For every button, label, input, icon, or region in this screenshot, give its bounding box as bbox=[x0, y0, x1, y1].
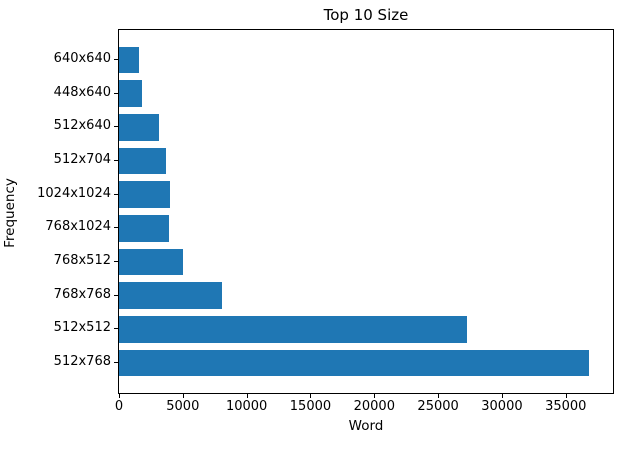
x-tick-mark bbox=[565, 394, 567, 398]
bar-512x640 bbox=[119, 113, 159, 141]
x-tick-mark bbox=[182, 394, 184, 398]
y-tick-label: 1024x1024 bbox=[37, 185, 111, 201]
bar-448x640 bbox=[119, 80, 142, 108]
y-tick-mark bbox=[114, 261, 118, 262]
bar-512x704 bbox=[119, 147, 167, 175]
x-tick-mark bbox=[310, 394, 312, 398]
x-tick-label: 25000 bbox=[417, 399, 459, 414]
y-tick-mark bbox=[114, 193, 118, 195]
x-tick-mark bbox=[119, 394, 120, 398]
y-tick-label: 512x768 bbox=[53, 354, 111, 370]
x-tick-label: 30000 bbox=[481, 399, 523, 414]
y-tick-label: 448x640 bbox=[53, 84, 111, 100]
bar-768x512 bbox=[119, 248, 183, 276]
x-tick-label: 10000 bbox=[225, 399, 268, 414]
x-axis-label: Word bbox=[348, 418, 384, 434]
y-tick-mark bbox=[114, 126, 118, 128]
bar-768x1024 bbox=[119, 214, 169, 242]
y-tick-mark bbox=[114, 294, 118, 296]
y-tick-label: 512x640 bbox=[53, 118, 111, 134]
bar-512x512 bbox=[119, 315, 468, 343]
x-tick-mark bbox=[246, 394, 248, 398]
y-tick-mark bbox=[114, 328, 118, 330]
y-tick-label: 640x640 bbox=[53, 50, 111, 66]
y-tick-label: 512x512 bbox=[53, 320, 111, 336]
x-tick-mark bbox=[374, 394, 376, 398]
plot-area bbox=[118, 29, 614, 394]
x-tick-mark bbox=[501, 394, 503, 398]
x-tick-label: 0 bbox=[114, 399, 124, 414]
y-tick-label: 768x512 bbox=[53, 253, 111, 268]
x-tick-label: 20000 bbox=[353, 399, 395, 414]
x-tick-label: 35000 bbox=[545, 399, 587, 414]
x-tick-mark bbox=[438, 394, 440, 398]
bar-1024x1024 bbox=[119, 181, 170, 209]
bar-640x640 bbox=[119, 46, 139, 74]
bar-768x768 bbox=[119, 282, 223, 310]
x-tick-label: 5000 bbox=[166, 399, 200, 414]
y-tick-mark bbox=[114, 227, 118, 229]
y-tick-mark bbox=[114, 92, 118, 94]
y-tick-label: 512x704 bbox=[53, 151, 111, 167]
y-tick-label: 768x1024 bbox=[45, 219, 111, 235]
y-tick-mark bbox=[114, 159, 118, 161]
bar-512x768 bbox=[119, 349, 590, 377]
y-tick-label: 768x768 bbox=[53, 286, 111, 302]
y-tick-mark bbox=[114, 362, 118, 364]
x-tick-label: 15000 bbox=[289, 399, 332, 414]
chart-title: Top 10 Size bbox=[323, 6, 409, 24]
y-tick-mark bbox=[114, 58, 118, 60]
